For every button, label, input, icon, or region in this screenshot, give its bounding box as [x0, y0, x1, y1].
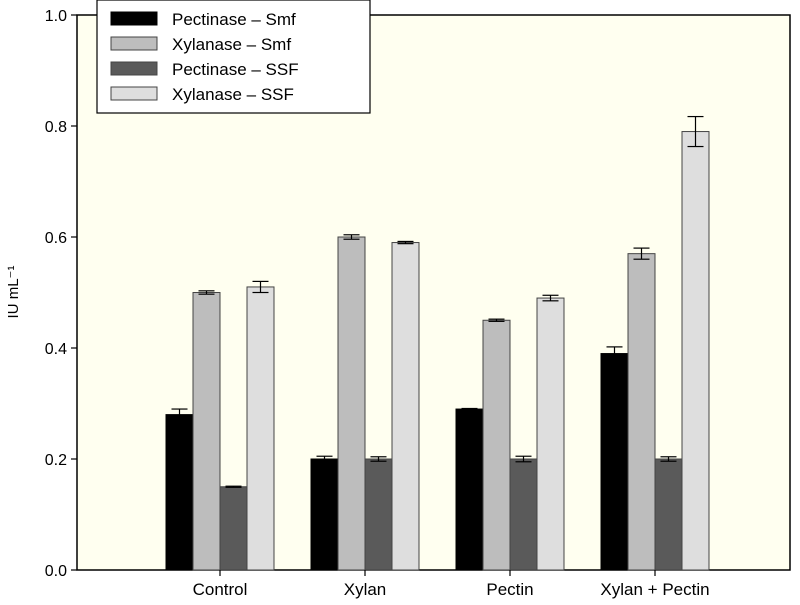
y-tick-label: 0.0 — [45, 563, 67, 580]
y-tick-label: 1.0 — [45, 8, 67, 25]
legend-swatch — [110, 61, 158, 76]
legend-label: Xylanase – SSF — [172, 85, 294, 104]
x-tick-label: Xylan + Pectin — [600, 580, 709, 599]
legend-swatch — [110, 36, 158, 51]
bar — [219, 486, 248, 571]
bar — [482, 319, 511, 571]
x-tick-label: Pectin — [486, 580, 533, 599]
y-tick-label: 0.4 — [45, 341, 67, 358]
y-axis-label: IU mL⁻¹ — [5, 266, 22, 319]
legend-label: Xylanase – Smf — [172, 35, 291, 54]
bar — [246, 286, 275, 571]
y-tick-label: 0.2 — [45, 452, 67, 469]
y-tick-label: 0.8 — [45, 119, 67, 136]
legend-label: Pectinase – Smf — [172, 10, 296, 29]
legend-swatch — [110, 86, 158, 101]
bar — [337, 236, 366, 571]
bar — [455, 408, 484, 571]
bar — [192, 292, 221, 571]
bar — [536, 297, 565, 571]
y-tick-label: 0.6 — [45, 230, 67, 247]
bar — [627, 253, 656, 571]
bar — [509, 458, 538, 571]
bar — [391, 242, 420, 571]
legend: Pectinase – Smf Xylanase – Smf Pectinase –… — [96, 0, 371, 114]
bar — [600, 353, 629, 571]
bar — [165, 414, 194, 571]
bar — [654, 458, 683, 571]
bar — [310, 458, 339, 571]
legend-label: Pectinase – SSF — [172, 60, 299, 79]
bar — [364, 458, 393, 571]
x-tick-label: Xylan — [344, 580, 387, 599]
x-tick-label: Control — [193, 580, 248, 599]
legend-swatch — [110, 11, 158, 26]
bar — [681, 131, 710, 571]
